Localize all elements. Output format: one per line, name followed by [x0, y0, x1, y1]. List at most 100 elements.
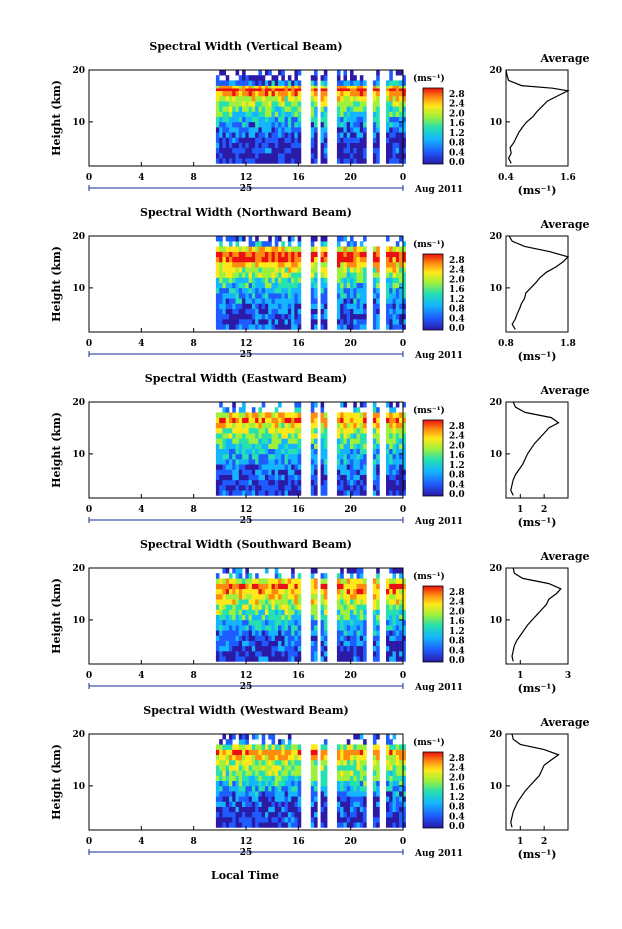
heatmap-cell	[402, 277, 406, 284]
heatmap-cell	[323, 287, 328, 294]
heatmap-cell	[353, 308, 357, 315]
heatmap-cell	[255, 490, 259, 496]
heatmap-cell	[402, 801, 406, 807]
heatmap-cell	[359, 469, 364, 475]
heatmap-cell	[359, 775, 364, 782]
heatmap-cell	[314, 147, 318, 154]
heatmap-cell	[310, 90, 315, 97]
heatmap-cell	[340, 609, 344, 616]
heatmap-cell	[353, 453, 357, 460]
heatmap-cell	[251, 407, 256, 413]
heatmap-cell	[399, 785, 403, 792]
heatmap-cell	[235, 80, 240, 86]
heatmap-cell	[395, 479, 400, 486]
heatmap-cell	[392, 796, 397, 802]
heatmap-cell	[356, 293, 361, 299]
heatmap-cell	[219, 749, 223, 756]
heatmap-cell	[323, 791, 328, 797]
heatmap-cell	[389, 417, 393, 424]
heatmap-cell	[245, 459, 249, 465]
heatmap-cell	[219, 90, 223, 97]
heatmap-cell	[320, 303, 325, 309]
heatmap-cell	[372, 158, 377, 164]
heatmap-cell	[232, 630, 236, 636]
heatmap-cell	[353, 324, 357, 330]
heatmap-cell	[268, 604, 272, 610]
heatmap-cell	[402, 127, 406, 133]
heatmap-cell	[278, 619, 282, 626]
heatmap-cell	[251, 490, 256, 496]
heatmap-cell	[258, 287, 262, 294]
heatmap-cell	[281, 770, 285, 776]
heatmap-cell	[385, 121, 390, 128]
heatmap-cell	[287, 619, 292, 626]
heatmap-cell	[258, 785, 262, 792]
heatmap-cell	[320, 287, 325, 294]
heatmap-cell	[258, 759, 262, 766]
heatmap-cell	[281, 464, 285, 470]
heatmap-cell	[228, 739, 233, 745]
heatmap-cell	[261, 438, 266, 444]
heatmap-cell	[372, 256, 377, 263]
heatmap-cell	[245, 116, 249, 123]
heatmap-cell	[310, 132, 315, 138]
heatmap-cell	[287, 75, 292, 81]
heatmap-cell	[222, 111, 227, 118]
heatmap-cell	[264, 469, 269, 475]
heatmap-cell	[356, 101, 361, 107]
heatmap-cell	[248, 293, 253, 299]
heatmap-cell	[356, 775, 361, 782]
heatmap-cell	[340, 785, 344, 792]
heatmap-cell	[340, 137, 344, 143]
heatmap-cell	[235, 88, 240, 92]
heatmap-cell	[291, 90, 295, 97]
heatmap-cell	[215, 438, 220, 444]
heatmap-cell	[356, 246, 361, 252]
heatmap-cell	[284, 158, 289, 164]
heatmap-cell	[215, 796, 220, 802]
heatmap-cell	[258, 308, 262, 315]
heatmap-cell	[278, 282, 282, 289]
heatmap-cell	[222, 251, 227, 258]
heatmap-cell	[392, 770, 397, 776]
heatmap-cell	[389, 785, 393, 792]
heatmap-cell	[340, 588, 344, 595]
heatmap-cell	[343, 433, 348, 439]
heatmap-cell	[274, 791, 279, 797]
heatmap-cell	[350, 588, 354, 595]
heatmap-cell	[389, 412, 393, 418]
heatmap-cell	[359, 568, 364, 574]
heatmap-cell	[353, 147, 357, 154]
heatmap-cell	[245, 614, 249, 621]
heatmap-cell	[228, 822, 233, 828]
heatmap-cell	[264, 153, 269, 159]
heatmap-cell	[235, 459, 240, 465]
heatmap-cell	[228, 469, 233, 475]
heatmap-cell	[281, 604, 285, 610]
heatmap-cell	[353, 614, 357, 621]
heatmap-cell	[255, 241, 259, 247]
heatmap-cell	[395, 70, 400, 76]
heatmap-cell	[392, 635, 397, 641]
heatmap-cell	[359, 308, 364, 315]
heatmap-cell	[268, 427, 272, 434]
heatmap-cell	[271, 313, 276, 320]
heatmap-cell	[353, 568, 357, 574]
heatmap-cell	[245, 604, 249, 610]
heatmap-cell	[399, 573, 403, 579]
heatmap-cell	[264, 791, 269, 797]
heatmap-cell	[261, 593, 266, 600]
heatmap-cell	[385, 801, 390, 807]
heatmap-cell	[336, 287, 341, 294]
heatmap-cell	[287, 759, 292, 766]
heatmap-cell	[372, 739, 377, 745]
heatmap-cell	[228, 734, 233, 740]
heatmap-cell	[235, 121, 240, 128]
heatmap-cell	[363, 780, 367, 787]
heatmap-cell	[219, 459, 223, 465]
heatmap-cell	[235, 111, 240, 118]
heatmap-cell	[284, 765, 289, 771]
heatmap-cell	[297, 127, 302, 133]
x-tick-label: 12	[240, 837, 253, 847]
heatmap-cell	[291, 775, 295, 782]
